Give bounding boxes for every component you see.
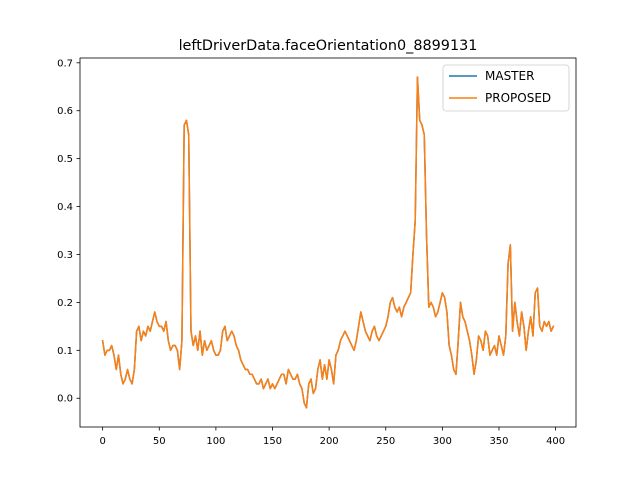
- x-tick-label: 0: [99, 436, 105, 447]
- legend-label-proposed: PROPOSED: [485, 91, 551, 105]
- y-tick-label: 0.6: [57, 106, 73, 117]
- y-tick-label: 0.3: [57, 250, 73, 261]
- x-tick-label: 200: [320, 436, 339, 447]
- y-tick-label: 0.5: [57, 154, 73, 165]
- x-tick-label: 50: [153, 436, 166, 447]
- y-tick-label: 0.2: [57, 298, 73, 309]
- x-axis: 0 50 100 150 200 250 300 350 400: [99, 427, 565, 447]
- legend: MASTER PROPOSED: [442, 64, 570, 112]
- x-tick-label: 100: [206, 436, 225, 447]
- series-layer: [101, 76, 555, 409]
- y-tick-label: 0.4: [57, 202, 73, 213]
- x-tick-label: 250: [376, 436, 395, 447]
- plot-area-frame: [79, 57, 577, 428]
- y-axis: 0.0 0.1 0.2 0.3 0.4 0.5 0.6 0.7: [57, 58, 80, 405]
- y-tick-label: 0.7: [57, 58, 73, 69]
- x-tick-label: 350: [489, 436, 508, 447]
- chart-title: leftDriverData.faceOrientation0_8899131: [179, 38, 478, 54]
- legend-label-master: MASTER: [485, 69, 534, 83]
- x-tick-label: 150: [263, 436, 282, 447]
- x-tick-label: 300: [433, 436, 452, 447]
- y-tick-label: 0.0: [57, 394, 73, 405]
- x-tick-label: 400: [546, 436, 565, 447]
- y-tick-label: 0.1: [57, 346, 73, 357]
- series-line-proposed: [101, 76, 555, 409]
